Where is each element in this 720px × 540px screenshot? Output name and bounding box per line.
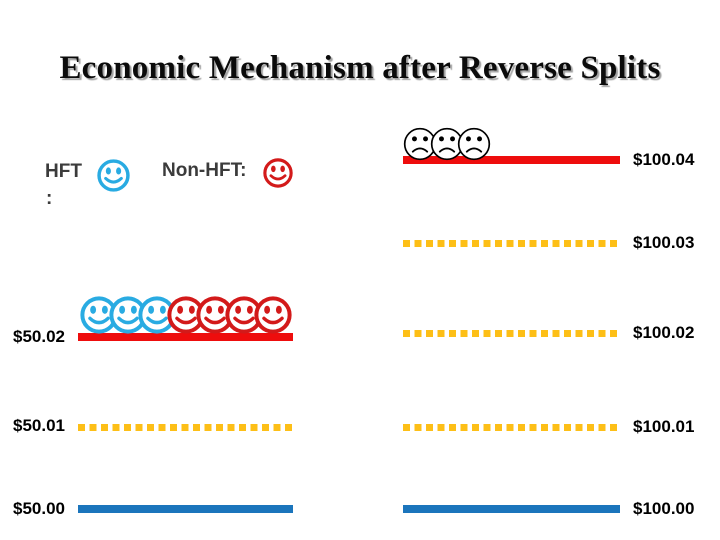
trader-faces-row-100-04 [403, 127, 491, 161]
price-label-50-01: $50.01 [13, 416, 65, 435]
price-line-100-03 [403, 240, 620, 247]
nonhft-legend-label: Non-HFT: [162, 160, 247, 181]
hft-legend-label: HFT [45, 161, 82, 182]
trader-faces-row-50-02 [80, 296, 292, 334]
nonhft-face-icon [254, 296, 292, 334]
price-label-100-04: $100.04 [633, 150, 695, 169]
sad-face-icon [457, 127, 491, 161]
price-label-50-02: $50.02 [13, 327, 65, 346]
price-label-100-00: $100.00 [633, 499, 695, 518]
price-line-100-00 [403, 505, 620, 513]
price-line-100-02 [403, 330, 620, 337]
price-line-50-01 [78, 424, 293, 431]
hft-smiley-icon [97, 159, 130, 192]
price-label-100-03: $100.03 [633, 233, 695, 252]
slide-title: Economic Mechanism after Reverse Splits [59, 50, 661, 86]
price-line-50-00 [78, 505, 293, 513]
price-line-100-01 [403, 424, 620, 431]
hft-legend-colon: : [46, 188, 53, 209]
nonhft-smiley-icon [263, 158, 293, 188]
price-line-100-04 [403, 156, 620, 164]
price-label-100-02: $100.02 [633, 323, 695, 342]
price-line-50-02 [78, 333, 293, 341]
price-label-100-01: $100.01 [633, 417, 695, 436]
price-label-50-00: $50.00 [13, 499, 65, 518]
